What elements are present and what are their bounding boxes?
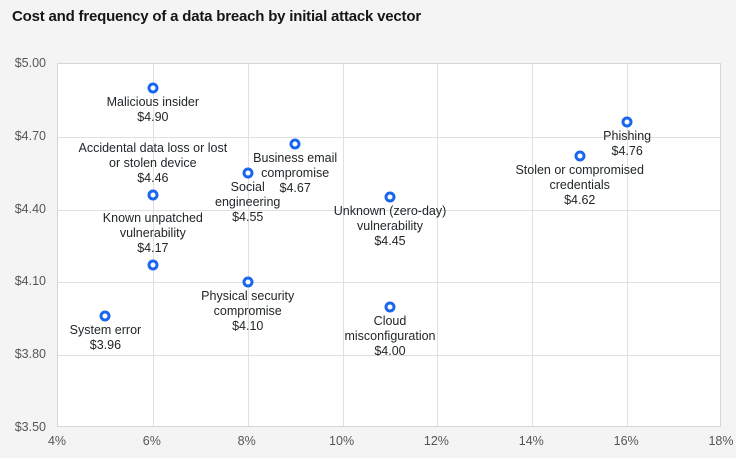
data-point-label-line: Known unpatched — [102, 211, 203, 226]
y-axis-tick-label: $5.00 — [14, 56, 46, 70]
data-point-marker[interactable] — [384, 301, 396, 313]
data-point-value-label: $4.76 — [611, 144, 643, 159]
x-axis-tick-label: 14% — [518, 434, 544, 448]
data-point-value-label: $4.67 — [279, 181, 311, 196]
gridline-vertical — [627, 64, 629, 426]
data-point-label-line: Malicious insider — [106, 95, 200, 110]
data-point-label-line: credentials — [549, 178, 610, 193]
data-point-marker[interactable] — [574, 150, 586, 162]
data-point-value-label: $4.17 — [137, 241, 169, 256]
gridline-vertical — [532, 64, 534, 426]
data-point-marker[interactable] — [147, 189, 159, 201]
data-point-label-line: Business email — [253, 151, 338, 166]
data-point-label: Malicious insider $4.90 — [107, 95, 199, 125]
data-point-label: Phishing $4.76 — [603, 129, 651, 159]
data-point-label-line: Phishing — [603, 129, 652, 144]
data-point-label: System error $3.96 — [70, 323, 142, 353]
data-point-label-line: System error — [69, 323, 142, 338]
x-axis-tick-label: 6% — [142, 434, 161, 448]
data-point-marker[interactable] — [384, 191, 396, 203]
data-point-label: Physical security compromise $4.10 — [201, 289, 294, 334]
data-point-marker[interactable] — [147, 259, 159, 271]
data-point-marker[interactable] — [147, 82, 159, 94]
data-point-label-line: engineering — [215, 195, 281, 210]
data-point-value-label: $3.96 — [89, 338, 122, 353]
y-axis-tick-label: $3.50 — [14, 420, 46, 434]
x-axis-tick-label: 18% — [708, 434, 734, 448]
data-point-value-label: $4.46 — [137, 171, 169, 186]
data-point-marker[interactable] — [242, 167, 254, 179]
gridline-horizontal — [58, 136, 720, 138]
gridline-vertical — [152, 64, 154, 426]
data-point-label: Cloud misconfiguration $4.00 — [344, 314, 435, 359]
gridline-horizontal — [58, 355, 720, 357]
data-point-label-line: Physical security — [201, 289, 295, 304]
data-point-marker[interactable] — [621, 116, 633, 128]
gridline-horizontal — [58, 282, 720, 284]
data-point-label: Stolen or compromised credentials $4.62 — [515, 163, 644, 208]
x-axis-tick-label: 12% — [423, 434, 449, 448]
data-point-label-line: misconfiguration — [344, 328, 436, 343]
data-point-value-label: $4.90 — [137, 110, 169, 125]
data-point-label: Business email compromise $4.67 — [253, 151, 337, 196]
x-axis-tick-label: 4% — [47, 434, 67, 448]
data-point-marker[interactable] — [289, 138, 301, 150]
data-point-marker[interactable] — [242, 276, 254, 288]
chart-title: Cost and frequency of a data breach by i… — [12, 8, 421, 25]
y-axis-tick-label: $4.70 — [14, 128, 46, 143]
data-point-label: Accidental data loss or lost or stolen de… — [78, 141, 227, 186]
data-point-label-line: Unknown (zero-day) — [333, 204, 447, 219]
data-point-marker[interactable] — [99, 310, 111, 322]
data-point-value-label: $4.55 — [232, 210, 264, 225]
y-axis-tick-label: $3.80 — [14, 347, 46, 362]
data-point-label-line: compromise — [261, 166, 330, 181]
y-axis-tick-label: $4.40 — [14, 201, 46, 216]
data-point-label-line: Accidental data loss or lost — [78, 141, 228, 156]
data-point-value-label: $4.62 — [564, 193, 596, 208]
data-point-label-line: or stolen device — [109, 156, 197, 171]
data-point-label-line: Social — [230, 180, 265, 195]
data-point-label-line: compromise — [213, 304, 282, 319]
data-point-label: Known unpatched vulnerability $4.17 — [103, 211, 203, 256]
data-point-value-label: $4.45 — [374, 234, 406, 249]
gridline-vertical — [247, 64, 249, 426]
data-point-label: Social engineering $4.55 — [215, 180, 280, 225]
gridline-horizontal — [58, 209, 720, 211]
gridline-vertical — [437, 64, 439, 426]
data-point-value-label: $4.10 — [232, 319, 264, 334]
plot-area: Malicious insider $4.90 Accidental data lo… — [57, 63, 721, 427]
x-axis-tick-label: 10% — [329, 434, 355, 448]
data-point-label-line: vulnerability — [356, 219, 424, 234]
data-point-value-label: $4.00 — [374, 343, 406, 358]
data-point-label-line: Cloud — [373, 313, 407, 328]
data-point-label: Unknown (zero-day) vulnerability $4.45 — [334, 204, 447, 249]
data-point-label-line: Stolen or compromised — [515, 163, 644, 178]
gridline-vertical — [342, 64, 344, 426]
data-point-label-line: vulnerability — [119, 226, 186, 241]
x-axis-tick-label: 8% — [237, 434, 256, 448]
x-axis-tick-label: 16% — [613, 434, 639, 448]
y-axis-tick-label: $4.10 — [14, 274, 46, 289]
